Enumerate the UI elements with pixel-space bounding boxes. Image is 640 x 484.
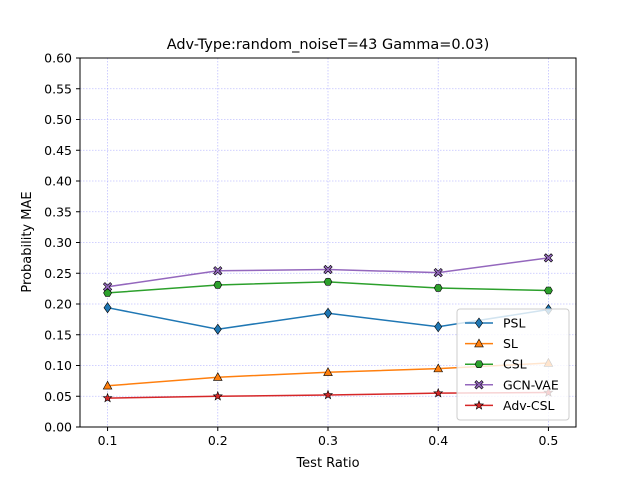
x-tick-label: 0.5 <box>538 433 558 448</box>
legend-box <box>456 308 570 421</box>
legend-item-csl: CSL <box>465 357 527 372</box>
axes: 0.1 0.2 0.3 0.4 0.5 0.00 0.05 0.10 0.15 0.20 0.25 0… <box>44 51 577 448</box>
x-tick-label: 0.2 <box>208 433 228 448</box>
x-tick-label: 0.1 <box>98 433 118 448</box>
y-tick-label: 0.15 <box>44 327 72 342</box>
x-axis-label: Test Ratio <box>295 456 359 471</box>
y-tick-label: 0.30 <box>44 235 72 250</box>
data-point-gcn-vae <box>102 282 113 292</box>
legend-marker <box>474 380 484 390</box>
y-tick-label: 0.35 <box>44 204 72 219</box>
data-point-gcn-vae <box>323 264 333 275</box>
legend-item-adv-csl: Adv-CSL <box>465 398 555 413</box>
data-point-gcn-vae <box>433 268 443 278</box>
legend-label: Adv-CSL <box>503 398 555 413</box>
data-point-csl <box>544 286 553 295</box>
legend-label: PSL <box>503 316 525 331</box>
data-point-csl <box>323 278 333 286</box>
y-tick-label: 0.10 <box>44 358 72 373</box>
data-point-adv-csl <box>212 390 223 401</box>
y-tick-label: 0.25 <box>44 266 72 281</box>
chart-title: Adv-Type:random_noiseT=43 Gamma=0.03) <box>167 37 490 53</box>
grid <box>80 57 576 428</box>
data-point-csl <box>213 281 223 289</box>
data-point-adv-csl <box>102 392 113 403</box>
legend-item-gcn-vae: GCN-VAE <box>465 377 559 392</box>
y-tick-label: 0.20 <box>44 297 72 312</box>
data-point-adv-csl <box>433 387 444 398</box>
y-tick-label: 0.00 <box>44 420 72 435</box>
series-gcn-vae <box>102 253 554 292</box>
y-tick-label: 0.60 <box>44 51 72 66</box>
x-tick-label: 0.4 <box>428 433 448 448</box>
data-point-sl <box>102 380 113 390</box>
legend-label: CSL <box>503 357 527 372</box>
y-tick-label: 0.05 <box>44 389 72 404</box>
legend-item-sl: SL <box>465 336 518 351</box>
data-point-psl <box>324 307 332 319</box>
y-tick-label: 0.50 <box>44 112 72 127</box>
data-point-psl <box>103 302 112 314</box>
y-axis-label: Probability MAE <box>20 191 35 292</box>
y-tick-label: 0.55 <box>44 81 72 96</box>
legend-marker <box>473 400 485 410</box>
y-tick-label: 0.40 <box>44 174 72 189</box>
data-point-psl <box>434 321 443 333</box>
data-point-csl <box>433 284 443 292</box>
legend-marker <box>474 338 484 348</box>
legend-label: GCN-VAE <box>503 377 559 392</box>
data-point-psl <box>213 323 222 335</box>
data-point-sl <box>212 372 223 381</box>
legend-marker <box>475 317 483 329</box>
data-point-sl <box>433 363 444 373</box>
data-point-gcn-vae <box>543 253 554 263</box>
y-tick-label: 0.45 <box>44 143 72 158</box>
data-point-sl <box>323 367 333 376</box>
x-tick-label: 0.3 <box>318 433 338 448</box>
legend-label: SL <box>503 336 518 351</box>
legend-marker <box>474 360 484 368</box>
legend: PSL SL CSL GCN-VAE Adv-CSL <box>456 308 570 421</box>
legend-item-psl: PSL <box>465 316 525 331</box>
data-point-adv-csl <box>322 389 334 400</box>
data-point-gcn-vae <box>213 266 223 276</box>
